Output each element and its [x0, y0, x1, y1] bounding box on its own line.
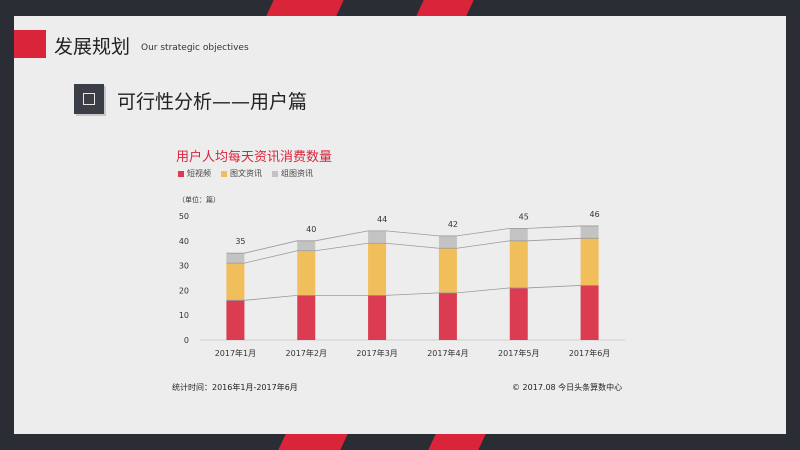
bar-segment-short-video — [368, 295, 387, 340]
data-label-total: 45 — [519, 212, 529, 221]
legend-label-short-video: 短视频 — [187, 169, 211, 178]
footnote-stats-period: 统计时间：2016年1月-2017年6月 — [172, 383, 298, 392]
data-label-total: 35 — [235, 237, 245, 246]
x-tick-label: 2017年2月 — [286, 348, 327, 358]
legend-item-gallery: 组图资讯 — [272, 168, 313, 179]
bar-segment-short-video — [580, 285, 599, 340]
connector-line-image-text — [226, 237, 599, 264]
bar-segment-short-video — [226, 300, 245, 340]
bar-segment-short-video — [297, 295, 316, 340]
bar-segment-gallery — [580, 225, 599, 239]
y-tick-label: 20 — [179, 286, 189, 295]
chart-legend: 短视频 图文资讯 组图资讯 — [178, 168, 313, 179]
slide — [14, 16, 786, 434]
y-tick-label: 0 — [184, 336, 189, 345]
bar-segment-gallery — [226, 253, 245, 264]
bar-segment-image-text — [226, 263, 245, 301]
data-label-total: 44 — [377, 215, 387, 224]
page-title: 发展规划 — [54, 36, 131, 58]
bar-segment-image-text — [580, 238, 599, 286]
bar-segment-gallery — [368, 230, 387, 244]
y-tick-label: 40 — [179, 237, 189, 246]
header-accent-mark — [14, 30, 46, 58]
data-label-total: 40 — [306, 225, 316, 234]
legend-swatch-image-text — [221, 170, 227, 177]
page-subtitle: Our strategic objectives — [141, 43, 249, 53]
section-square-inner — [83, 93, 95, 105]
legend-swatch-short-video — [178, 170, 184, 177]
bar-segment-short-video — [438, 292, 457, 340]
bar-segment-gallery — [509, 228, 528, 241]
x-tick-label: 2017年4月 — [427, 348, 468, 358]
legend-label-gallery: 组图资讯 — [281, 169, 313, 178]
legend-item-image-text: 图文资讯 — [221, 168, 262, 179]
bar-segment-image-text — [438, 248, 457, 293]
data-label-total: 46 — [589, 210, 599, 219]
bar-segment-gallery — [438, 235, 457, 249]
bar-segment-image-text — [368, 243, 387, 296]
x-tick-label: 2017年1月 — [215, 348, 256, 358]
data-label-total: 42 — [448, 220, 458, 229]
section-title: 可行性分析——用户篇 — [117, 91, 308, 113]
legend-label-image-text: 图文资讯 — [230, 169, 262, 178]
legend-swatch-gallery — [272, 170, 278, 177]
bar-segment-image-text — [509, 240, 528, 288]
legend-item-short-video: 短视频 — [178, 168, 211, 179]
bar-segment-image-text — [297, 250, 316, 296]
y-tick-label: 30 — [179, 262, 189, 271]
footnote-source: © 2017.08 今日头条算数中心 — [512, 383, 623, 392]
section-square-icon — [74, 84, 104, 114]
y-tick-label: 50 — [179, 212, 189, 221]
connector-line-gallery — [226, 225, 599, 254]
x-tick-label: 2017年3月 — [356, 348, 397, 358]
bar-segment-gallery — [297, 240, 316, 251]
connector-line-short-video — [226, 285, 599, 301]
y-unit-label: （单位：篇） — [178, 195, 220, 204]
x-tick-label: 2017年6月 — [569, 348, 610, 358]
y-tick-label: 10 — [179, 311, 189, 320]
x-tick-label: 2017年5月 — [498, 348, 539, 358]
bar-segment-short-video — [509, 287, 528, 340]
chart-title: 用户人均每天资讯消费数量 — [176, 150, 333, 165]
